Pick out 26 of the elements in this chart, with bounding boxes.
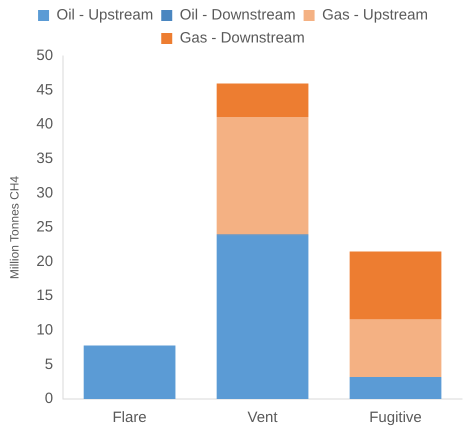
- y-tick-label: 5: [44, 356, 54, 373]
- x-tick-label: Flare: [112, 409, 147, 426]
- legend-label: Oil - Upstream: [56, 6, 154, 24]
- y-axis-title: Million Tonnes CH4: [8, 176, 22, 280]
- y-tick-label: 10: [36, 322, 54, 339]
- x-tick-label: Fugitive: [369, 409, 422, 426]
- bar: [216, 236, 308, 399]
- bar: [84, 345, 176, 399]
- y-tick-label: 50: [36, 47, 54, 64]
- bar: [216, 117, 308, 234]
- y-tick-label: 15: [36, 287, 54, 304]
- legend-label: Gas - Downstream: [180, 30, 305, 47]
- y-tick-label: 20: [36, 252, 54, 270]
- y-tick-label: 35: [36, 150, 54, 168]
- bar: [216, 83, 308, 118]
- y-tick-label: 30: [36, 184, 54, 202]
- legend-label: Oil - Downstream: [180, 6, 296, 24]
- y-tick-label: 40: [36, 116, 54, 133]
- y-tick-label: 0: [44, 390, 54, 408]
- y-tick-label: 45: [36, 81, 54, 98]
- bar: [350, 377, 442, 399]
- x-tick-label: Vent: [248, 409, 278, 426]
- bar: [350, 319, 442, 378]
- y-tick-label: 25: [36, 218, 54, 236]
- bar: [350, 252, 442, 320]
- legend-label: Gas - Upstream: [322, 6, 428, 24]
